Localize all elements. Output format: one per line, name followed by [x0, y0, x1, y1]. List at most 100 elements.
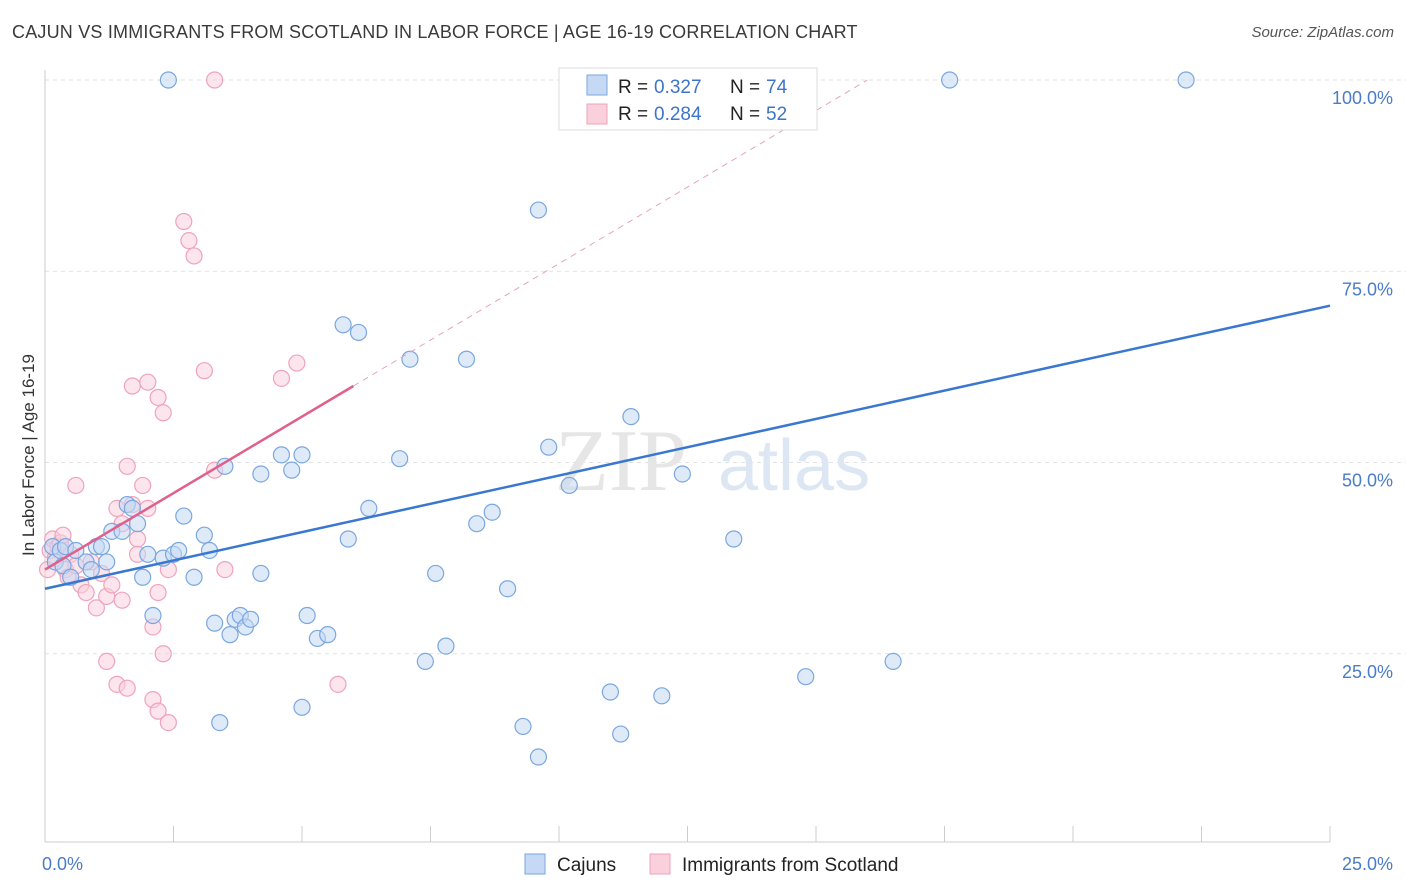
cajuns-point-73 [293, 698, 311, 716]
scotland-point-14 [87, 599, 106, 617]
bottom-legend-swatch-scotland [649, 853, 671, 875]
cajuns-point-29 [221, 626, 239, 644]
scotland-point-33 [154, 404, 172, 422]
cajuns-point-51 [468, 515, 486, 533]
scotland-trend-line [44, 384, 355, 571]
scotland-point-37 [195, 362, 213, 380]
y-tick-label-3: 100.0% [1332, 88, 1393, 108]
tick-labels: 25.0% 50.0% 75.0% 100.0% 0.0% 25.0% [42, 88, 1393, 874]
source-credit: Source: ZipAtlas.com [1251, 24, 1394, 41]
cajuns-point-56 [540, 438, 558, 456]
cajuns-point-65 [884, 652, 902, 671]
cajuns-point-52 [483, 503, 501, 521]
cajuns-point-44 [360, 499, 378, 517]
cajuns-point-36 [283, 461, 301, 479]
scotland-point-20 [118, 457, 136, 475]
cajuns-point-53 [499, 580, 517, 598]
cajuns-point-23 [175, 507, 193, 525]
scotland-point-49 [206, 71, 224, 89]
cajuns-point-27 [206, 614, 224, 632]
cajuns-point-37 [293, 446, 311, 464]
cajuns-point-48 [427, 564, 445, 583]
scotland-point-50 [67, 476, 85, 495]
legend-n-label-scotland: N = [730, 104, 760, 125]
scotland-point-43 [98, 652, 116, 671]
cajuns-point-34 [252, 465, 270, 483]
scotland-point-34 [175, 212, 193, 231]
stats-legend: R = 0.327 N = 74 R = 0.284 N = 52 [558, 67, 818, 131]
cajuns-point-46 [401, 350, 419, 368]
scotland-point-31 [139, 373, 157, 391]
y-tick-label-2: 75.0% [1342, 279, 1393, 299]
scotland-point-41 [288, 354, 306, 372]
cajuns-point-58 [601, 683, 620, 701]
legend-n-value-cajuns: 74 [766, 77, 788, 98]
scotland-point-40 [272, 369, 291, 387]
cajuns-point-47 [416, 652, 434, 671]
cajuns-point-55 [529, 748, 548, 766]
watermark-atlas: atlas [718, 426, 870, 506]
cajuns-point-60 [622, 408, 640, 426]
scotland-point-29 [113, 591, 131, 609]
bottom-legend-label-scotland: Immigrants from Scotland [682, 855, 898, 876]
legend-r-value-cajuns: 0.327 [654, 77, 702, 98]
series-cajuns [44, 71, 1195, 766]
cajuns-point-11 [98, 553, 116, 571]
cajuns-point-33 [242, 610, 260, 628]
cajuns-point-42 [334, 316, 352, 334]
chart-title: CAJUN VS IMMIGRANTS FROM SCOTLAND IN LAB… [12, 22, 858, 42]
scotland-point-36 [185, 247, 203, 265]
scotland-point-27 [154, 645, 172, 663]
cajuns-point-17 [134, 568, 152, 586]
scotland-point-48 [159, 713, 177, 732]
legend-n-label-cajuns: N = [730, 77, 760, 98]
trend-lines [44, 79, 1331, 590]
cajuns-point-61 [653, 687, 671, 705]
legend-r-label-scotland: R = [618, 104, 648, 125]
cajuns-point-18 [139, 545, 157, 563]
x-tick-label-1: 25.0% [1342, 854, 1393, 874]
cajuns-point-62 [673, 465, 691, 483]
legend-swatch-scotland [586, 103, 608, 125]
cajuns-point-24 [185, 568, 203, 586]
scotland-trend-extension [353, 79, 868, 387]
cajuns-point-49 [437, 637, 455, 655]
cajuns-point-72 [211, 713, 229, 732]
cajuns-point-45 [391, 450, 409, 468]
cajuns-point-63 [725, 530, 743, 548]
legend-r-label-cajuns: R = [618, 77, 648, 98]
series-immigrants-from-scotland [38, 71, 347, 732]
cajuns-point-22 [170, 541, 188, 560]
scotland-point-17 [103, 576, 121, 594]
cajuns-point-66 [159, 71, 177, 89]
bottom-legend-swatch-cajuns [524, 853, 546, 875]
cajuns-point-40 [319, 626, 337, 644]
scotland-point-39 [216, 560, 234, 579]
bottom-legend-label-cajuns: Cajuns [557, 855, 616, 876]
cajuns-point-70 [529, 201, 548, 219]
cajuns-point-54 [514, 717, 532, 736]
cajuns-point-69 [1177, 71, 1195, 89]
x-tick-label-0: 0.0% [42, 854, 83, 874]
cajuns-point-41 [339, 530, 357, 548]
legend-r-value-scotland: 0.284 [654, 104, 702, 125]
cajuns-point-38 [298, 606, 316, 625]
y-axis-label: In Labor Force | Age 16-19 [19, 354, 38, 556]
y-tick-label-1: 50.0% [1342, 471, 1393, 491]
series-legend: Cajuns Immigrants from Scotland [524, 853, 898, 876]
cajuns-point-35 [272, 446, 291, 464]
cajuns-point-25 [195, 526, 213, 544]
scotland-point-22 [128, 530, 147, 548]
scotland-point-42 [329, 675, 347, 693]
watermark: ZIP atlas [555, 413, 870, 510]
scotland-point-30 [123, 377, 141, 395]
cajuns-point-43 [349, 323, 368, 342]
cajuns-point-8 [82, 560, 100, 579]
scotland-point-32 [149, 388, 167, 407]
cajuns-point-10 [92, 538, 111, 556]
y-tick-label-0: 25.0% [1342, 662, 1393, 682]
cajuns-point-59 [612, 725, 630, 743]
scotland-point-26 [149, 583, 167, 602]
cajuns-point-57 [560, 476, 578, 495]
